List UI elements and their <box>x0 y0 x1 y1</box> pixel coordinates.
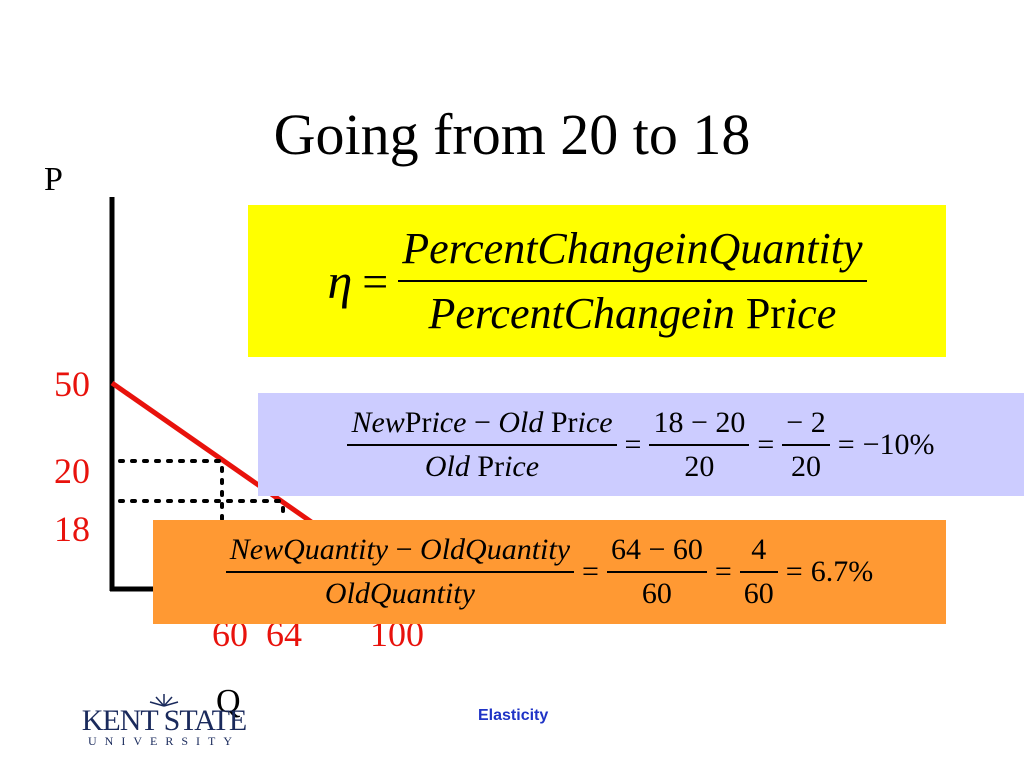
fraction-denominator: PercentChangein Price <box>425 282 841 339</box>
y-tick-label: 20 <box>54 451 90 491</box>
fraction-numerator: 64 − 60 <box>610 533 703 566</box>
fraction-bar <box>782 443 830 446</box>
demand-line <box>110 380 322 531</box>
fraction-denominator: 60 <box>641 577 672 610</box>
equals-sign: = <box>624 427 642 461</box>
equals-sign: = <box>582 555 599 588</box>
numerator-part: NewQuantity <box>229 533 389 566</box>
denominator-part: ice <box>504 449 540 483</box>
fraction-numerator: 4 <box>751 533 767 566</box>
numerator-part: OldQuantity <box>420 533 571 566</box>
quantity-change-fraction: NewQuantity − OldQuantity OldQuantity <box>225 533 575 611</box>
fraction-numerator: PercentChangeinQuantity <box>402 224 863 273</box>
fraction-denominator: Old Price <box>421 446 543 484</box>
quantity-simplified-fraction: 4 60 <box>739 533 778 611</box>
quantity-values-fraction: 64 − 60 60 <box>606 533 707 611</box>
denominator-part: Pr <box>469 449 505 483</box>
logo-subtitle: UNIVERSITY <box>88 734 240 748</box>
slide-title: Going from 20 to 18 <box>273 102 751 167</box>
quantity-change-box: NewQuantity − OldQuantity OldQuantity = … <box>153 520 946 624</box>
numerator-part: Pr <box>404 405 432 439</box>
price-simplified-fraction: − 2 20 <box>782 405 830 484</box>
fraction-bar <box>347 443 617 446</box>
price-change-fraction: NewPrice − Old Price Old Price <box>347 406 617 484</box>
fraction-denominator: OldQuantity <box>324 577 475 610</box>
equals-sign: = <box>714 555 732 588</box>
fraction-bar <box>606 571 707 573</box>
footer-label: Elasticity <box>478 707 549 724</box>
fraction-bar <box>739 571 778 573</box>
numerator-part: New <box>351 405 405 439</box>
equals-sign: = <box>785 555 803 588</box>
y-tick-label: 18 <box>54 509 90 549</box>
numerator-part: Old <box>498 405 544 439</box>
denominator-part: PercentChangein <box>428 289 735 338</box>
minus-sign: − <box>466 405 499 439</box>
denominator-part: ice <box>784 289 837 338</box>
minus-sign: − <box>388 533 421 566</box>
y-tick-label: 50 <box>54 364 90 404</box>
equals-sign: = <box>362 255 389 307</box>
elasticity-fraction: PercentChangeinQuantity PercentChangein … <box>398 223 867 339</box>
price-values-fraction: 18 − 20 20 <box>649 405 750 484</box>
fraction-numerator: NewPrice − Old Price <box>347 406 616 444</box>
denominator-part: Pr <box>745 289 785 338</box>
numerator-part: ice <box>431 405 467 439</box>
equals-sign: = <box>837 427 855 461</box>
elasticity-definition-box: η = PercentChangeinQuantity PercentChang… <box>248 205 946 357</box>
price-change-result: −10% <box>862 427 935 461</box>
fraction-numerator: NewQuantity − OldQuantity <box>226 533 574 571</box>
fraction-denominator: 20 <box>684 449 715 483</box>
denominator-part: Old <box>424 449 470 483</box>
kent-state-logo: KENT STATE UNIVERSITY <box>76 692 252 752</box>
logo-wordmark: KENT STATE <box>81 704 248 737</box>
fraction-numerator: 18 − 20 <box>653 405 746 439</box>
fraction-numerator: − 2 <box>786 405 826 439</box>
y-axis-label: P <box>44 161 63 198</box>
numerator-part: ice <box>577 405 613 439</box>
eta-symbol: η <box>327 253 353 309</box>
equals-sign: = <box>757 427 775 461</box>
fraction-denominator: 20 <box>790 449 821 483</box>
fraction-bar <box>398 280 867 282</box>
torch-icon <box>149 694 179 707</box>
quantity-change-result: 6.7% <box>810 555 874 588</box>
price-change-box: NewPrice − Old Price Old Price = 18 − 20… <box>258 393 1024 496</box>
x-axis-label: Q <box>216 683 241 720</box>
numerator-part: Pr <box>543 405 578 439</box>
fraction-bar <box>225 571 575 573</box>
fraction-bar <box>649 443 750 446</box>
fraction-denominator: 60 <box>743 577 774 610</box>
